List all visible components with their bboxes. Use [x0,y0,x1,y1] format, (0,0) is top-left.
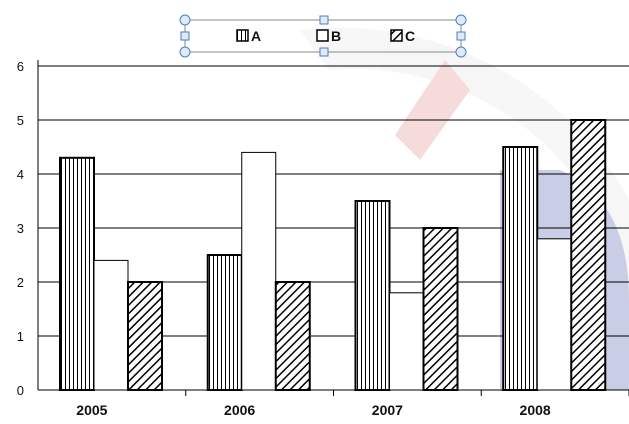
bar-A-2007 [354,200,391,391]
bar-A-2005 [59,156,95,391]
tick-labels: 0 1 2 3 4 5 6 2005 2006 2007 2008 [17,59,551,418]
y-tick-label: 1 [17,329,24,344]
y-tick-label: 0 [17,383,24,398]
bar-C-2005 [127,281,163,391]
handle-top-left[interactable] [179,14,191,26]
y-tick-label: 3 [17,221,24,236]
y-tick-label: 6 [17,59,24,74]
handle-right-mid[interactable] [456,31,466,41]
handle-bottom-right[interactable] [455,46,467,58]
legend-label-A: A [251,28,261,44]
y-tick-label: 5 [17,113,24,128]
legend[interactable]: A B C [179,14,467,58]
handle-bottom-left[interactable] [179,46,191,58]
handle-top-mid[interactable] [319,15,329,25]
legend-swatch-A [236,29,249,42]
bars [59,119,607,391]
bar-B-2008 [536,238,572,391]
x-tick-label: 2008 [520,402,551,418]
y-tick-label: 2 [17,275,24,290]
bar-B-2005 [93,259,129,391]
x-tick-label: 2005 [76,402,107,418]
x-tick-label: 2007 [372,402,403,418]
bar-B-2007 [389,292,424,391]
legend-items: A B C [236,28,415,44]
bar-A-2006 [206,254,243,391]
legend-selection-handles[interactable] [179,14,467,58]
handle-bottom-mid[interactable] [319,47,329,57]
legend-swatch-C [390,29,403,42]
legend-swatch-B [316,29,329,42]
bar-A-2008 [502,146,539,391]
legend-label-B: B [331,28,341,44]
bar-C-2006 [274,281,311,391]
handle-left-mid[interactable] [180,31,190,41]
bar-B-2006 [241,151,277,391]
x-tick-label: 2006 [224,402,255,418]
legend-label-C: C [405,28,415,44]
bar-C-2007 [422,227,459,391]
handle-top-right[interactable] [455,14,467,26]
y-tick-label: 4 [17,167,24,182]
bar-C-2008 [570,119,607,391]
